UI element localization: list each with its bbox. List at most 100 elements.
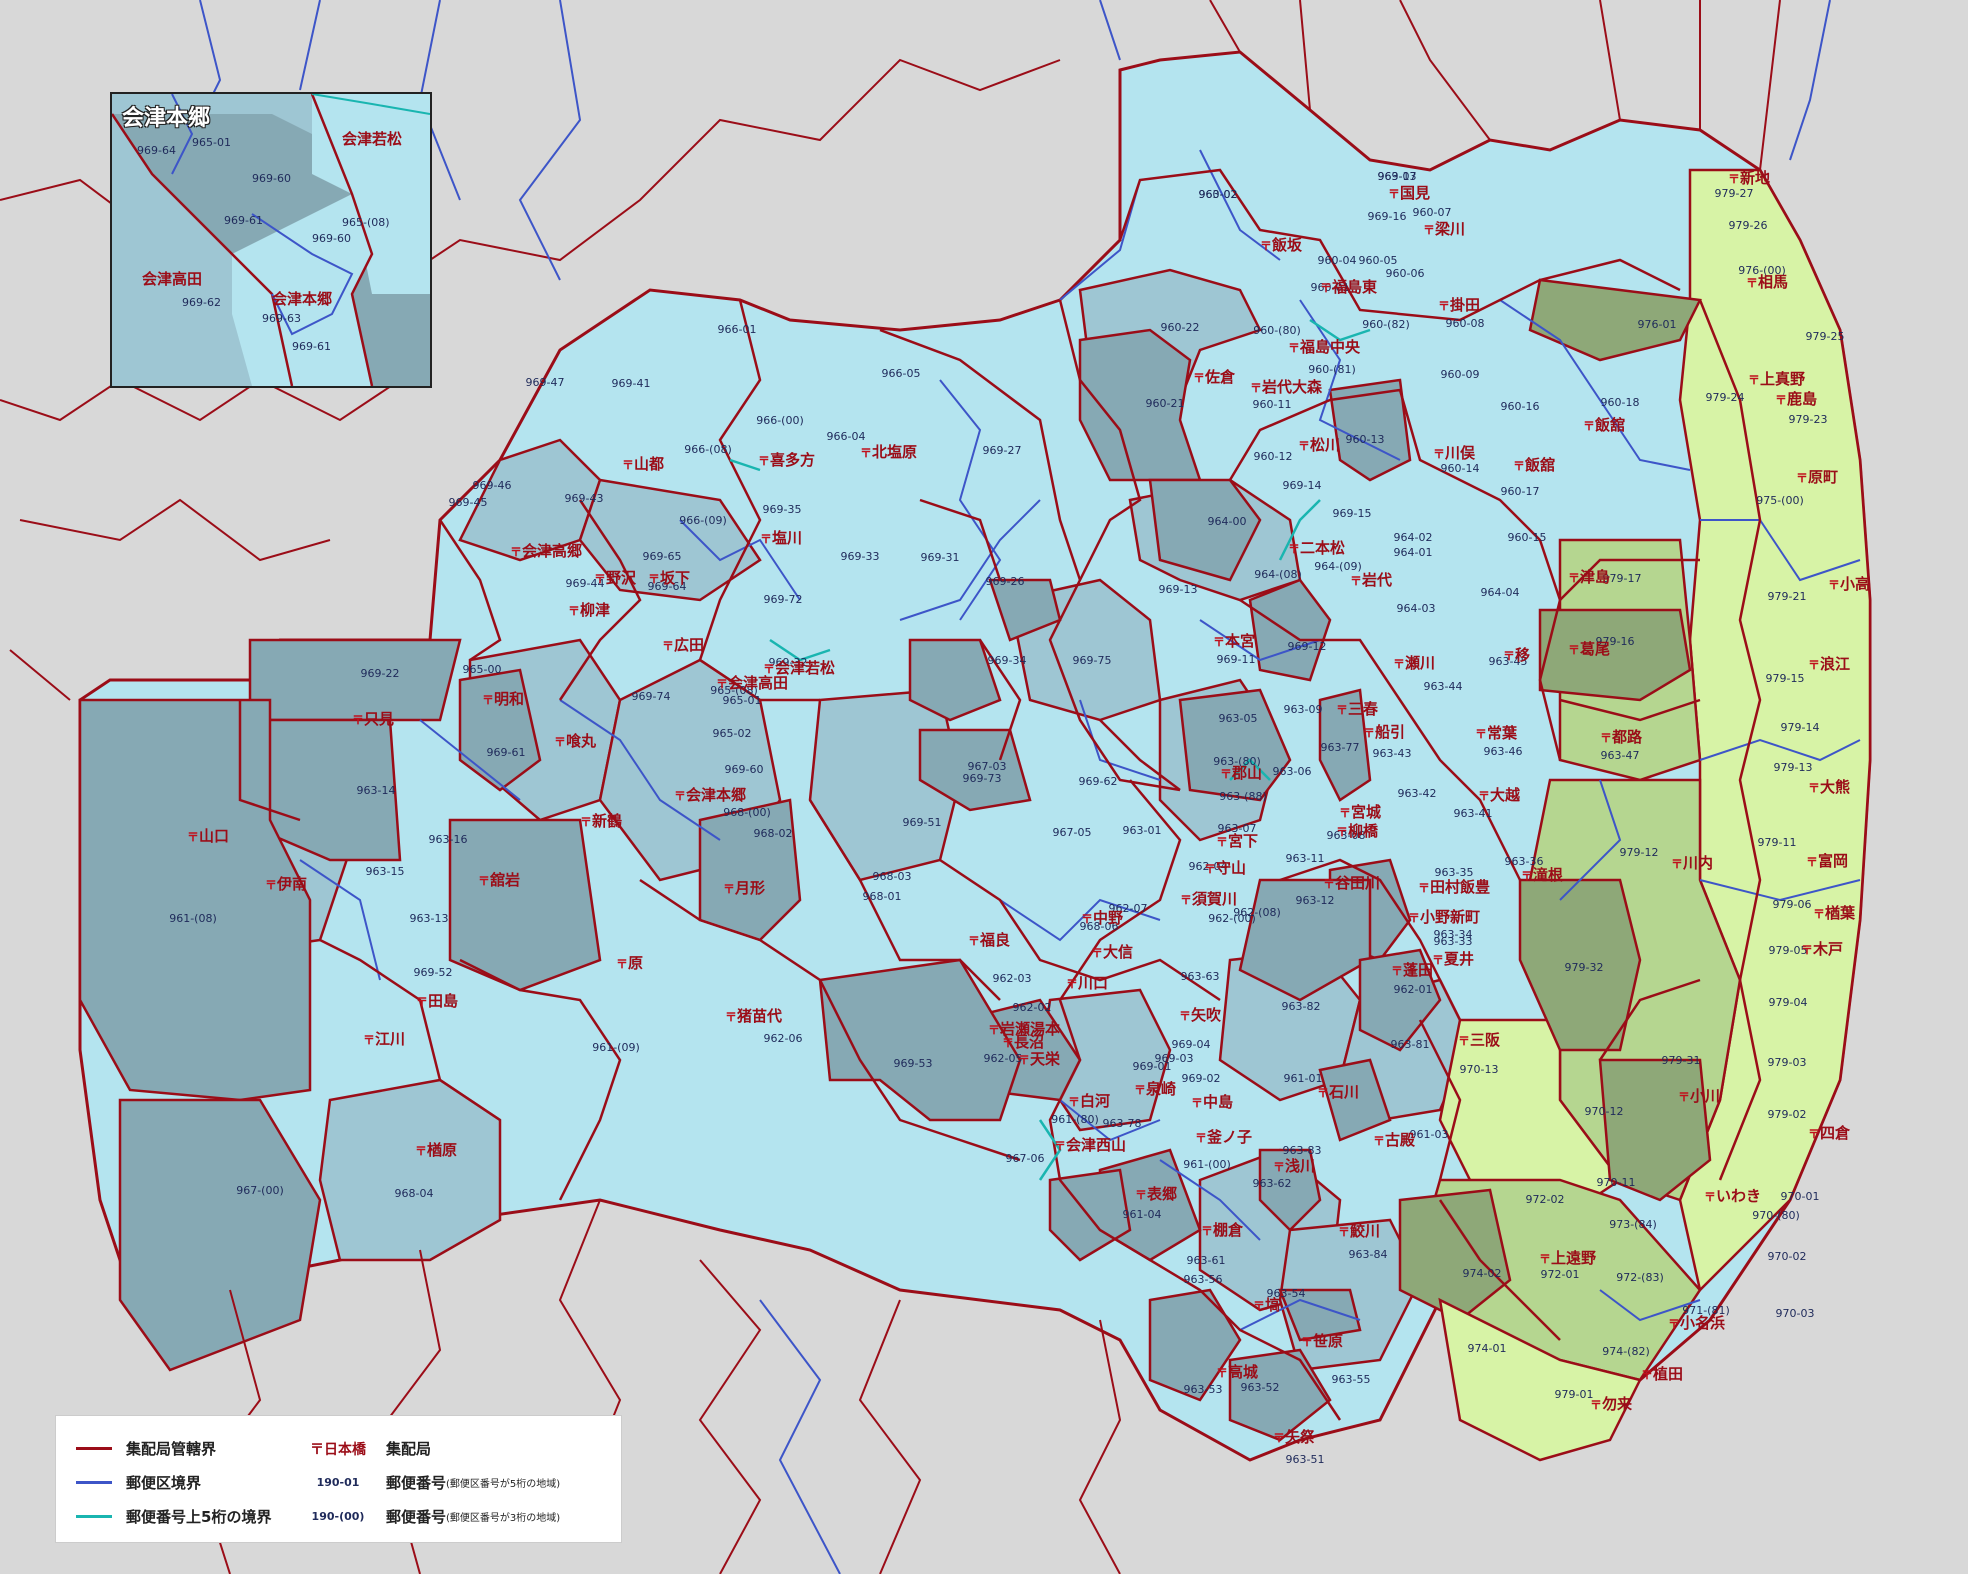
postal-code-label: 963-33 bbox=[1434, 935, 1473, 948]
post-office-marker: 〒伊南 bbox=[265, 875, 307, 893]
post-office-marker: 〒移 bbox=[1503, 646, 1530, 664]
post-office-name: 上真野 bbox=[1760, 370, 1805, 388]
postal-code-label: 963-03 bbox=[1378, 170, 1417, 183]
post-office-marker: 〒楢葉 bbox=[1813, 904, 1856, 922]
post-office-name: 原 bbox=[628, 954, 643, 972]
post-office-marker: 〒大熊 bbox=[1808, 778, 1850, 796]
postal-code-label: 970-02 bbox=[1768, 1250, 1807, 1263]
post-office-icon: 〒 bbox=[1317, 1086, 1329, 1100]
post-office-name: 新地 bbox=[1740, 169, 1770, 187]
postal-code-label: 963-45 bbox=[1489, 655, 1528, 668]
post-office-marker: 〒山口 bbox=[187, 827, 229, 845]
postal-code-label: 960-01 bbox=[1311, 281, 1350, 294]
post-office-name: 石川 bbox=[1328, 1083, 1359, 1101]
post-office-marker: 〒会津若松 bbox=[763, 659, 835, 677]
post-office-marker: 〒小高 bbox=[1828, 575, 1870, 593]
postal-code-label: 969-51 bbox=[903, 816, 942, 829]
postal-code-label: 963-(88) bbox=[1219, 790, 1267, 803]
post-office-icon: 〒 bbox=[1339, 806, 1351, 820]
postal-code-label: 969-33 bbox=[841, 550, 880, 563]
post-office-icon: 〒 bbox=[1503, 649, 1515, 663]
postal-code-label: 969-15 bbox=[1333, 507, 1372, 520]
post-office-icon: 〒 bbox=[1288, 542, 1300, 556]
postal-code-label: 969-61 bbox=[487, 746, 526, 759]
post-office-name: 夏井 bbox=[1443, 950, 1474, 968]
post-office-marker: 〒国見 bbox=[1388, 184, 1430, 202]
post-office-marker: 〒宮城 bbox=[1339, 803, 1381, 821]
postal-code-label: 969-01 bbox=[1133, 1060, 1172, 1073]
postal-code-label: 963-63 bbox=[1181, 970, 1220, 983]
post-office-name: 植田 bbox=[1653, 1365, 1683, 1383]
post-office-marker: 〒小名浜 bbox=[1668, 1314, 1725, 1332]
postal-code-label: 960-22 bbox=[1161, 321, 1200, 334]
post-office-icon: 〒 bbox=[1590, 1398, 1602, 1412]
postal-code-label: 969-27 bbox=[983, 444, 1022, 457]
postal-code-label: 963-42 bbox=[1398, 787, 1437, 800]
postal-code-label: 968-02 bbox=[754, 827, 793, 840]
inset-code-0: 969-64 bbox=[137, 144, 176, 157]
postal-code-label: 963-34 bbox=[1434, 928, 1473, 941]
post-office-name: 守山 bbox=[1216, 859, 1246, 877]
postal-code-label: 960-08 bbox=[1446, 317, 1485, 330]
post-office-icon: 〒 bbox=[1600, 731, 1612, 745]
post-office-name: 福島東 bbox=[1331, 278, 1377, 296]
post-office-icon: 〒 bbox=[1583, 419, 1595, 433]
postal-code-label: 969-14 bbox=[1283, 479, 1322, 492]
office-labels: 〒国見〒 梁川〒 飯坂〒 福島東〒 掛田〒 福島中央〒 佐倉〒 岩代大森〒 松川〒川俣〒 飯舘〒飯… bbox=[187, 169, 1870, 1446]
postal-code-label: 960-18 bbox=[1601, 396, 1640, 409]
postal-code-label: 960-05 bbox=[1359, 254, 1398, 267]
postal-code-label: 968-04 bbox=[395, 1187, 434, 1200]
post-office-icon: 〒 bbox=[1195, 1131, 1207, 1145]
postal-code-label: 974-02 bbox=[1463, 1267, 1502, 1280]
postal-code-label: 964-03 bbox=[1397, 602, 1436, 615]
post-office-icon: 〒 bbox=[1273, 1160, 1285, 1174]
post-office-marker: 〒三阪 bbox=[1458, 1031, 1501, 1049]
post-office-icon: 〒 bbox=[1220, 767, 1232, 781]
inset-office-0: 会津若松 bbox=[342, 130, 402, 148]
post-office-name: 飯舘 bbox=[1524, 456, 1555, 474]
postal-code-label: 969-17 bbox=[1378, 170, 1417, 183]
post-office-marker: 〒田村飯豊 bbox=[1418, 878, 1490, 896]
postal-code-label: 969-45 bbox=[449, 496, 488, 509]
post-office-marker: 〒山都 bbox=[622, 455, 664, 473]
post-office-icon: 〒 bbox=[1432, 953, 1444, 967]
post-office-name: 原町 bbox=[1808, 468, 1838, 486]
postal-code-label: 970-13 bbox=[1460, 1063, 1499, 1076]
post-office-icon: 〒 bbox=[1201, 1224, 1213, 1238]
post-office-icon: 〒 bbox=[1748, 373, 1760, 387]
post-office-marker: 〒会津高田 bbox=[716, 674, 788, 692]
post-office-marker: 〒坂下 bbox=[648, 569, 690, 587]
postal-code-label: 969-52 bbox=[414, 966, 453, 979]
postal-code-label: 962-04 bbox=[1189, 860, 1228, 873]
postal-code-label: 970-12 bbox=[1585, 1105, 1624, 1118]
post-office-marker: 〒大信 bbox=[1091, 943, 1133, 961]
legend-code5-note: (郵便区番号が5桁の地域) bbox=[446, 1479, 561, 1490]
post-office-name: 矢祭 bbox=[1285, 1428, 1316, 1446]
post-office-icon: 〒 bbox=[1458, 1034, 1470, 1048]
post-office-name: 伊南 bbox=[276, 875, 307, 893]
postal-code-label: 963-52 bbox=[1241, 1381, 1280, 1394]
post-office-marker: 〒川内 bbox=[1671, 854, 1713, 872]
post-office-name: 塙 bbox=[1265, 1296, 1280, 1314]
post-office-icon: 〒 bbox=[860, 446, 872, 460]
postal-code-label: 965-00 bbox=[463, 663, 502, 676]
post-office-name: 三阪 bbox=[1470, 1031, 1501, 1049]
postal-code-label: 962-02 bbox=[1013, 1001, 1052, 1014]
postal-code-label: 964-04 bbox=[1481, 586, 1520, 599]
post-office-marker: 〒古殿 bbox=[1373, 1131, 1416, 1149]
post-office-marker: 〒勿来 bbox=[1590, 1395, 1633, 1413]
post-office-marker: 〒江川 bbox=[363, 1030, 405, 1048]
legend-code5-sample: 190-01 bbox=[316, 1476, 360, 1489]
post-office-marker: 〒矢吹 bbox=[1179, 1006, 1222, 1024]
postal-code-label: 962-(00) bbox=[1208, 912, 1256, 925]
postal-code-label: 969-64 bbox=[648, 580, 687, 593]
post-office-marker: 〒鮫川 bbox=[1338, 1222, 1380, 1240]
post-office-icon: 〒 bbox=[1273, 1431, 1285, 1445]
post-office-name: 楢葉 bbox=[1825, 904, 1856, 922]
post-office-icon: 〒 bbox=[648, 572, 660, 586]
postal-code-label: 979-31 bbox=[1662, 1054, 1701, 1067]
post-office-icon: 〒 bbox=[1668, 1317, 1680, 1331]
legend-code3-sample: 190-(00) bbox=[311, 1510, 365, 1523]
post-office-marker: 〒高城 bbox=[1216, 1363, 1258, 1381]
post-office-icon: 〒 bbox=[1191, 1096, 1203, 1110]
